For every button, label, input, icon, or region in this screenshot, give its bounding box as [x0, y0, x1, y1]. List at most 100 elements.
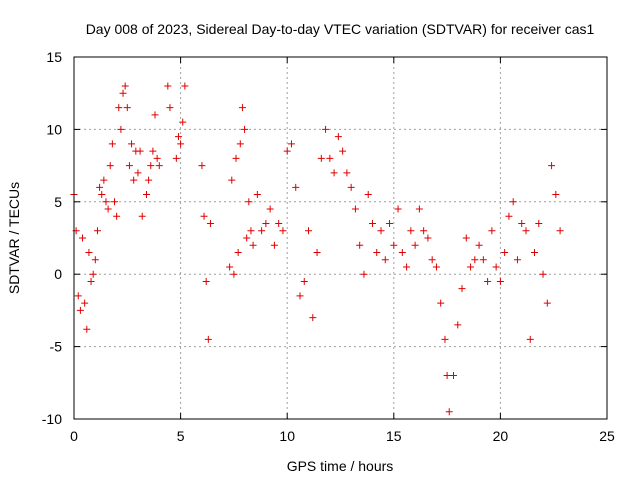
data-point [98, 191, 106, 199]
data-point [125, 162, 133, 170]
data-point [230, 270, 238, 278]
data-point [484, 277, 492, 285]
data-point [123, 104, 131, 112]
data-point [445, 408, 453, 416]
data-point [326, 154, 334, 162]
data-point [226, 263, 234, 271]
data-point [202, 277, 210, 285]
data-point [283, 147, 291, 155]
data-point [142, 191, 150, 199]
data-point [262, 220, 270, 228]
data-point [535, 220, 543, 228]
data-point [364, 191, 372, 199]
y-tick-label: -5 [50, 339, 63, 355]
x-axis-label: GPS time / hours [287, 458, 394, 474]
data-point [407, 227, 415, 235]
data-point [330, 169, 338, 177]
data-point [108, 140, 116, 148]
data-point [247, 227, 255, 235]
data-point [243, 234, 251, 242]
data-point [249, 241, 257, 249]
data-point [81, 299, 89, 307]
data-point [206, 220, 214, 228]
data-point [266, 205, 274, 213]
data-point [386, 220, 394, 228]
data-point [377, 227, 385, 235]
data-point [531, 248, 539, 256]
data-point [181, 82, 189, 90]
data-point [505, 212, 513, 220]
x-tick-label: 15 [386, 428, 402, 444]
data-point [241, 125, 249, 133]
x-tick-label: 5 [177, 428, 185, 444]
data-point [238, 104, 246, 112]
data-point [106, 162, 114, 170]
data-point [415, 205, 423, 213]
data-point [492, 263, 500, 271]
data-point [398, 248, 406, 256]
data-point [74, 292, 82, 300]
data-point [522, 227, 530, 235]
data-point [458, 285, 466, 293]
data-point [471, 256, 479, 264]
data-point [509, 198, 517, 206]
data-point [128, 140, 136, 148]
data-point [93, 227, 101, 235]
data-point [432, 263, 440, 271]
data-point [296, 292, 304, 300]
data-point [543, 299, 551, 307]
data-point [552, 191, 560, 199]
data-point [121, 82, 129, 90]
data-point [275, 220, 283, 228]
data-point [343, 169, 351, 177]
data-point [488, 227, 496, 235]
data-point [228, 176, 236, 184]
data-point [179, 118, 187, 126]
data-point [420, 227, 428, 235]
x-tick-label: 20 [493, 428, 509, 444]
data-point [441, 335, 449, 343]
data-point [305, 227, 313, 235]
data-point [390, 241, 398, 249]
data-point [351, 205, 359, 213]
grid [74, 57, 607, 419]
data-point [394, 205, 402, 213]
data-point [177, 140, 185, 148]
data-point [270, 241, 278, 249]
data-point [236, 140, 244, 148]
data-point [134, 169, 142, 177]
data-point [117, 125, 125, 133]
data-point [164, 82, 172, 90]
data-point [85, 248, 93, 256]
data-point [76, 306, 84, 314]
data-point [475, 241, 483, 249]
data-point [104, 205, 112, 213]
data-point [403, 263, 411, 271]
data-point [113, 212, 121, 220]
data-point [334, 133, 342, 141]
data-point [198, 162, 206, 170]
data-points [70, 82, 564, 416]
data-point [119, 89, 127, 97]
x-tick-label: 0 [70, 428, 78, 444]
data-point [138, 212, 146, 220]
y-tick-label: 15 [46, 49, 62, 65]
data-point [356, 241, 364, 249]
chart-title: Day 008 of 2023, Sidereal Day-to-day VTE… [86, 21, 595, 37]
data-point [322, 125, 330, 133]
data-point [496, 277, 504, 285]
data-point [526, 335, 534, 343]
data-point [87, 277, 95, 285]
data-point [83, 325, 91, 333]
data-point [102, 198, 110, 206]
data-point [204, 335, 212, 343]
data-point [309, 314, 317, 322]
data-point [96, 183, 104, 191]
data-point [151, 111, 159, 119]
data-point [501, 248, 509, 256]
x-tick-label: 25 [599, 428, 615, 444]
data-point [381, 256, 389, 264]
data-point [166, 104, 174, 112]
